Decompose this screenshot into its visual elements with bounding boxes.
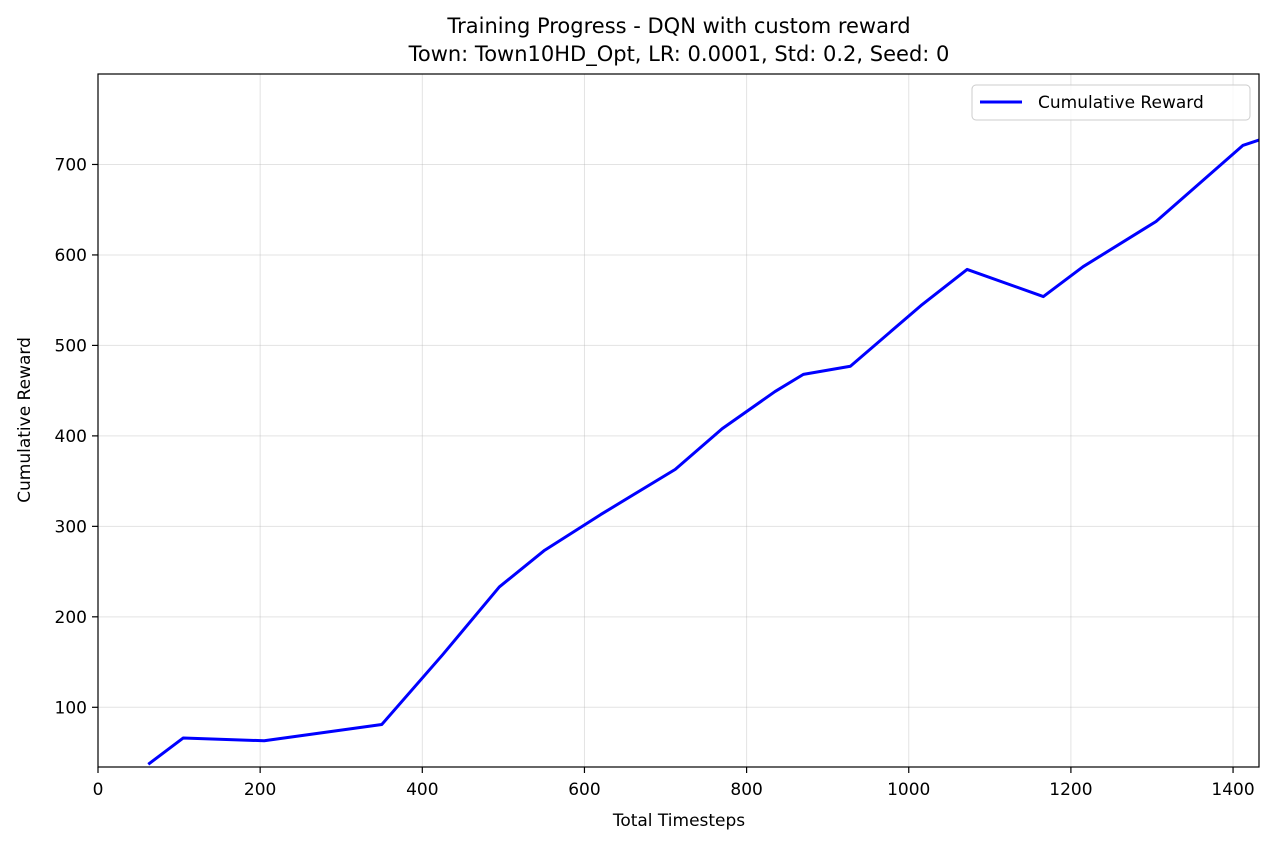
y-tick-label: 600 xyxy=(55,246,87,266)
series-line-cumulative-reward xyxy=(147,138,1259,766)
x-tick-label: 1200 xyxy=(1049,780,1092,800)
y-axis-ticks: 100 200 300 400 500 600 700 xyxy=(55,155,98,718)
legend: Cumulative Reward xyxy=(971,84,1251,121)
y-tick-label: 300 xyxy=(55,517,87,537)
x-tick-label: 800 xyxy=(730,780,762,800)
y-axis-label: Cumulative Reward xyxy=(15,337,35,503)
x-tick-label: 1400 xyxy=(1211,780,1254,800)
x-tick-label: 1000 xyxy=(887,780,930,800)
x-tick-label: 600 xyxy=(568,780,600,800)
plot-area xyxy=(147,138,1259,766)
y-tick-label: 700 xyxy=(55,155,87,175)
legend-box xyxy=(971,84,1251,121)
x-tick-label: 0 xyxy=(93,780,104,800)
x-axis-ticks: 0 200 400 600 800 1000 1200 1400 xyxy=(93,767,1255,800)
chart-title: Training Progress - DQN with custom rewa… xyxy=(446,14,910,38)
series-layer xyxy=(147,138,1259,766)
legend-label: Cumulative Reward xyxy=(1038,93,1204,113)
y-tick-label: 400 xyxy=(55,427,87,447)
x-axis-label: Total Timesteps xyxy=(612,811,745,831)
axes-frame xyxy=(97,73,1260,768)
grid xyxy=(97,74,1259,767)
x-tick-label: 200 xyxy=(244,780,276,800)
y-tick-label: 100 xyxy=(55,698,87,718)
y-tick-label: 500 xyxy=(55,336,87,356)
x-tick-label: 400 xyxy=(406,780,438,800)
y-tick-label: 200 xyxy=(55,608,87,628)
chart-subtitle: Town: Town10HD_Opt, LR: 0.0001, Std: 0.2… xyxy=(408,42,950,67)
